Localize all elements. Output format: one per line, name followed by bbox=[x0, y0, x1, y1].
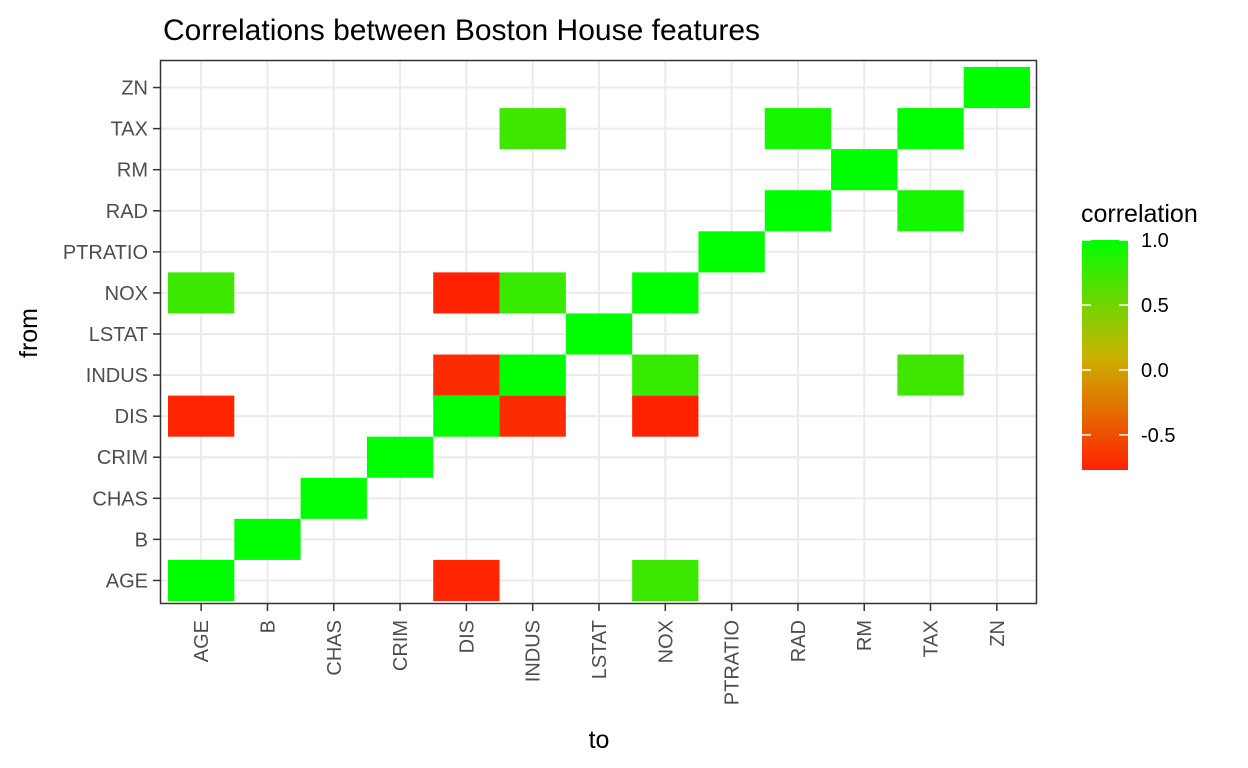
x-tick-label: PTRATIO bbox=[722, 620, 744, 705]
chart-title: Correlations between Boston House featur… bbox=[163, 14, 760, 47]
x-tick-label: B bbox=[257, 620, 279, 633]
y-tick-label: RM bbox=[117, 160, 148, 182]
heatmap-cell-chas-chas bbox=[300, 477, 367, 519]
x-tick-label: TAX bbox=[921, 620, 943, 657]
x-tick-label: LSTAT bbox=[589, 620, 611, 679]
heatmap-cell-dis-indus bbox=[499, 395, 566, 437]
heatmap-cell-b-b bbox=[234, 518, 301, 560]
legend-label: 1.0 bbox=[1141, 230, 1169, 252]
y-tick-label: TAX bbox=[111, 119, 148, 141]
heatmap-cell-age-age bbox=[168, 559, 235, 601]
heatmap-cell-age-nox bbox=[632, 559, 699, 601]
y-tick-label: CRIM bbox=[97, 447, 148, 469]
heatmap-cell-rad-rad bbox=[764, 190, 832, 232]
heatmap-cell-zn-zn bbox=[963, 67, 1030, 109]
legend-label: 0.5 bbox=[1141, 295, 1169, 317]
y-tick-label: LSTAT bbox=[89, 324, 148, 346]
x-tick-label: NOX bbox=[655, 620, 677, 663]
y-tick-label: INDUS bbox=[86, 365, 148, 387]
x-tick-label: CHAS bbox=[324, 620, 346, 676]
legend-ticks: 1.0 0.5 0.0 -0.5 bbox=[1082, 230, 1175, 447]
x-tick-label: RAD bbox=[788, 620, 810, 662]
heatmap-cell-tax-tax bbox=[897, 108, 964, 150]
heatmap-cell-dis-nox bbox=[632, 395, 699, 437]
x-tick-label: AGE bbox=[191, 620, 213, 662]
heatmap-cell-crim-crim bbox=[366, 436, 434, 478]
heatmap-cell-nox-indus bbox=[499, 272, 566, 314]
x-tick-label: DIS bbox=[456, 620, 478, 653]
heatmap-cell-nox-dis bbox=[433, 272, 500, 314]
grid bbox=[161, 61, 1036, 603]
heatmap-cell-dis-age bbox=[168, 395, 235, 437]
heatmap-cell-indus-nox bbox=[632, 354, 699, 396]
heatmap-cell-tax-indus bbox=[499, 108, 566, 150]
heatmap-cell-nox-age bbox=[168, 272, 235, 314]
x-axis-ticks: AGE B CHAS CRIM DIS INDUS LSTAT NOX PTRATIO RAD RM… bbox=[191, 604, 1009, 705]
heatmap-cell-tax-rad bbox=[764, 108, 832, 150]
heatmap-cell-rm-rm bbox=[831, 149, 898, 191]
plot-panel-border bbox=[159, 59, 1038, 605]
heatmap-cell-nox-nox bbox=[632, 272, 699, 314]
heatmap-cells bbox=[168, 67, 1030, 601]
legend-colorbar bbox=[1082, 240, 1128, 470]
heatmap-cell-indus-tax bbox=[897, 354, 964, 396]
legend-title: correlation bbox=[1081, 200, 1198, 228]
y-tick-label: AGE bbox=[106, 570, 148, 592]
y-tick-label: B bbox=[135, 529, 148, 551]
x-tick-label: CRIM bbox=[390, 620, 412, 671]
legend-label: 0.0 bbox=[1141, 360, 1169, 382]
y-tick-label: DIS bbox=[115, 406, 148, 428]
heatmap-cell-indus-indus bbox=[499, 354, 566, 396]
y-axis-title: from bbox=[15, 308, 43, 358]
heatmap-cell-dis-dis bbox=[433, 395, 500, 437]
x-axis-title: to bbox=[589, 726, 610, 754]
y-tick-label: NOX bbox=[105, 283, 148, 305]
x-tick-label: INDUS bbox=[523, 620, 545, 682]
y-tick-label: ZN bbox=[121, 78, 148, 100]
y-axis-ticks: AGE B CHAS CRIM DIS INDUS LSTAT NOX PTRATIO RAD RM… bbox=[63, 78, 160, 592]
heatmap-cell-rad-tax bbox=[897, 190, 964, 232]
x-tick-label: RM bbox=[854, 620, 876, 651]
heatmap-cell-ptratio-ptratio bbox=[698, 231, 765, 273]
heatmap-cell-indus-dis bbox=[433, 354, 500, 396]
heatmap-cell-age-dis bbox=[433, 559, 500, 601]
y-tick-label: PTRATIO bbox=[63, 242, 148, 264]
x-tick-label: ZN bbox=[987, 620, 1009, 647]
y-tick-label: CHAS bbox=[92, 488, 148, 510]
heatmap-cell-lstat-lstat bbox=[565, 313, 633, 355]
legend-label: -0.5 bbox=[1141, 425, 1175, 447]
y-tick-label: RAD bbox=[106, 201, 148, 223]
